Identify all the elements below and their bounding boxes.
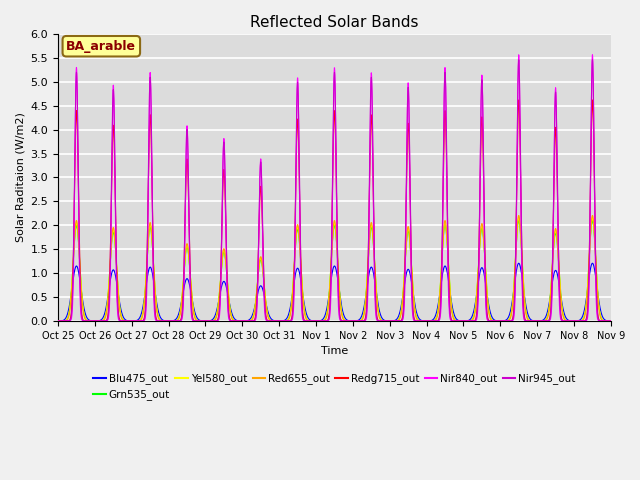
Red655_out xyxy=(589,213,596,218)
Red655_out xyxy=(290,268,298,274)
Nir840_out xyxy=(596,318,604,324)
Redg715_out xyxy=(589,97,596,103)
Title: Reflected Solar Bands: Reflected Solar Bands xyxy=(250,15,419,30)
Blu475_out xyxy=(290,280,298,286)
Grn535_out xyxy=(607,318,614,324)
Y-axis label: Solar Raditaion (W/m2): Solar Raditaion (W/m2) xyxy=(15,112,25,242)
Red655_out xyxy=(117,314,125,320)
Red655_out xyxy=(266,317,274,323)
Yel580_out xyxy=(54,318,62,324)
Redg715_out xyxy=(290,276,298,282)
Nir840_out xyxy=(117,318,125,324)
Blu475_out xyxy=(596,306,604,312)
Blu475_out xyxy=(536,318,544,324)
Grn535_out xyxy=(117,312,125,318)
Red655_out xyxy=(607,318,614,324)
Redg715_out xyxy=(150,280,157,286)
Nir945_out xyxy=(150,286,157,292)
Yel580_out xyxy=(150,267,157,273)
Nir945_out xyxy=(54,318,62,324)
Grn535_out xyxy=(290,267,298,273)
Line: Nir840_out: Nir840_out xyxy=(58,55,611,321)
Nir840_out xyxy=(54,318,62,324)
Red655_out xyxy=(54,318,62,324)
Grn535_out xyxy=(54,318,62,324)
Text: BA_arable: BA_arable xyxy=(67,40,136,53)
Redg715_out xyxy=(536,318,544,324)
Yel580_out xyxy=(589,215,596,221)
Line: Yel580_out: Yel580_out xyxy=(58,218,611,321)
Grn535_out xyxy=(266,317,274,323)
Yel580_out xyxy=(607,318,614,324)
Blu475_out xyxy=(150,280,157,286)
Grn535_out xyxy=(536,318,544,324)
Redg715_out xyxy=(607,318,614,324)
Blu475_out xyxy=(607,318,614,324)
Nir945_out xyxy=(290,283,298,288)
Redg715_out xyxy=(266,318,274,324)
Line: Grn535_out: Grn535_out xyxy=(58,220,611,321)
Line: Red655_out: Red655_out xyxy=(58,216,611,321)
Nir945_out xyxy=(117,318,125,324)
Nir840_out xyxy=(536,318,544,324)
X-axis label: Time: Time xyxy=(321,346,348,356)
Grn535_out xyxy=(150,268,157,274)
Nir945_out xyxy=(536,318,544,324)
Red655_out xyxy=(536,318,544,324)
Nir945_out xyxy=(607,318,614,324)
Blu475_out xyxy=(266,314,274,320)
Nir945_out xyxy=(589,57,596,63)
Red655_out xyxy=(150,269,157,275)
Nir840_out xyxy=(589,52,596,58)
Yel580_out xyxy=(536,318,544,324)
Nir840_out xyxy=(150,298,157,304)
Yel580_out xyxy=(290,266,298,272)
Legend: Blu475_out, Grn535_out, Yel580_out, Red655_out, Redg715_out, Nir840_out, Nir945_: Blu475_out, Grn535_out, Yel580_out, Red6… xyxy=(89,369,580,405)
Nir945_out xyxy=(266,318,274,324)
Grn535_out xyxy=(589,217,596,223)
Red655_out xyxy=(596,313,604,319)
Yel580_out xyxy=(596,312,604,317)
Nir945_out xyxy=(596,318,604,324)
Blu475_out xyxy=(54,318,62,324)
Nir840_out xyxy=(266,318,274,324)
Nir840_out xyxy=(607,318,614,324)
Line: Nir945_out: Nir945_out xyxy=(58,60,611,321)
Redg715_out xyxy=(117,318,125,324)
Yel580_out xyxy=(266,317,274,323)
Redg715_out xyxy=(596,318,604,324)
Nir840_out xyxy=(290,295,298,301)
Blu475_out xyxy=(117,307,125,313)
Blu475_out xyxy=(589,260,596,266)
Redg715_out xyxy=(54,318,62,324)
Line: Redg715_out: Redg715_out xyxy=(58,100,611,321)
Grn535_out xyxy=(596,312,604,317)
Line: Blu475_out: Blu475_out xyxy=(58,263,611,321)
Yel580_out xyxy=(117,312,125,318)
